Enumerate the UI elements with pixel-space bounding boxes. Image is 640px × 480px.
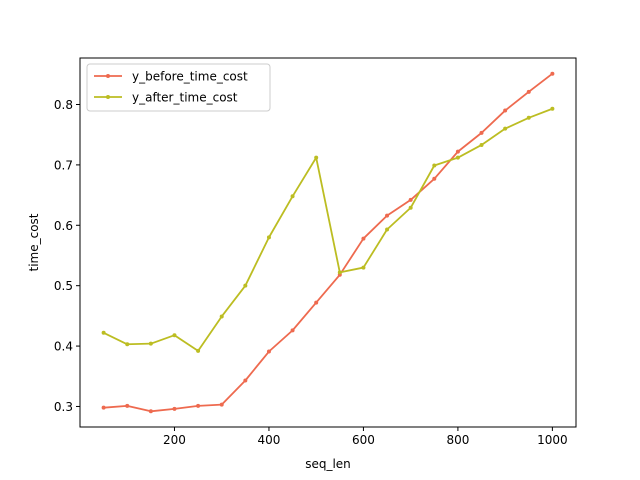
y-tick-label: 0.6 xyxy=(54,219,73,233)
data-point xyxy=(219,314,224,319)
legend-marker xyxy=(106,74,110,78)
data-point xyxy=(148,409,153,414)
legend-label: y_before_time_cost xyxy=(132,70,248,84)
legend: y_before_time_cost y_after_time_cost xyxy=(86,63,271,112)
data-point xyxy=(550,71,555,76)
data-point xyxy=(172,333,177,338)
legend-item: y_before_time_cost xyxy=(94,70,248,84)
data-point xyxy=(455,149,460,154)
data-point xyxy=(172,406,177,411)
data-point xyxy=(266,349,271,354)
series-line xyxy=(103,72,553,413)
series-layer xyxy=(101,71,555,414)
data-point xyxy=(125,342,130,347)
y-axis-label: time_cost xyxy=(27,213,41,271)
data-point xyxy=(503,126,508,131)
x-axis: 200 400 600 800 1000 xyxy=(163,427,568,447)
y-tick-label: 0.8 xyxy=(54,98,73,112)
data-point xyxy=(361,236,366,241)
data-point xyxy=(337,270,342,275)
data-point xyxy=(455,155,460,160)
data-point xyxy=(479,142,484,147)
x-tick-label: 800 xyxy=(446,433,469,447)
data-point xyxy=(314,300,319,305)
data-point xyxy=(385,213,390,218)
data-point xyxy=(432,163,437,168)
series-y_after_time_cost xyxy=(101,106,555,353)
data-point xyxy=(290,194,295,199)
legend-box xyxy=(86,63,271,112)
plot-frame xyxy=(79,57,577,428)
data-point xyxy=(196,348,201,353)
x-tick-label: 600 xyxy=(352,433,375,447)
series-line xyxy=(103,107,553,352)
y-axis: 0.3 0.4 0.5 0.6 0.7 0.8 xyxy=(54,98,80,414)
legend-item: y_after_time_cost xyxy=(94,91,238,105)
x-tick-label: 400 xyxy=(257,433,280,447)
data-point xyxy=(266,235,271,240)
y-tick-label: 0.3 xyxy=(54,400,73,414)
data-point xyxy=(314,155,319,160)
data-point xyxy=(125,403,130,408)
data-point xyxy=(408,205,413,210)
data-point xyxy=(101,330,106,335)
data-point xyxy=(526,115,531,120)
legend-marker xyxy=(106,95,110,99)
data-point xyxy=(219,402,224,407)
data-point xyxy=(196,403,201,408)
data-point xyxy=(101,405,106,410)
x-axis-label: seq_len xyxy=(305,457,351,471)
data-point xyxy=(148,341,153,346)
data-point xyxy=(503,108,508,113)
legend-label: y_after_time_cost xyxy=(132,91,238,105)
y-tick-label: 0.5 xyxy=(54,279,73,293)
data-point xyxy=(479,130,484,135)
data-point xyxy=(550,106,555,111)
x-tick-label: 200 xyxy=(163,433,186,447)
data-point xyxy=(385,227,390,232)
y-tick-label: 0.4 xyxy=(54,340,73,354)
data-point xyxy=(432,176,437,181)
data-point xyxy=(243,283,248,288)
y-tick-label: 0.7 xyxy=(54,158,73,172)
data-point xyxy=(408,197,413,202)
x-tick-label: 1000 xyxy=(537,433,568,447)
data-point xyxy=(243,378,248,383)
data-point xyxy=(361,265,366,270)
data-point xyxy=(290,328,295,333)
data-point xyxy=(526,89,531,94)
series-y_before_time_cost xyxy=(101,71,555,414)
